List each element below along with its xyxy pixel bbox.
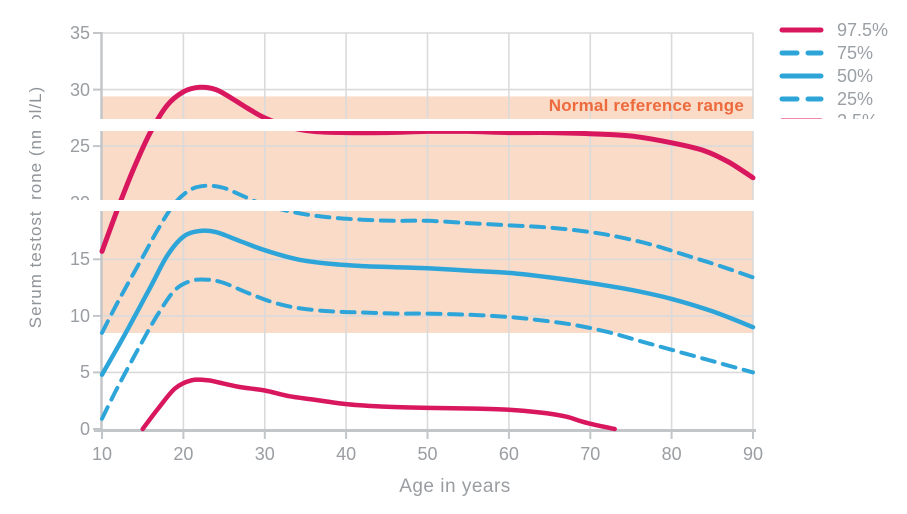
series-line-2.5% xyxy=(140,377,617,432)
x-tick-label: 60 xyxy=(498,444,519,464)
x-tick-label: 50 xyxy=(417,444,438,464)
legend-swatch xyxy=(779,27,824,33)
white-stripe-artifact xyxy=(0,200,907,211)
y-tick-label: 5 xyxy=(79,362,90,383)
legend-label: 25% xyxy=(837,88,874,109)
legend-label: 97.5% xyxy=(837,19,889,40)
legend-swatch xyxy=(779,96,824,102)
x-axis-title: Age in years xyxy=(399,476,511,497)
x-tick-label: 80 xyxy=(661,444,682,464)
legend-item-25%: 25% xyxy=(779,88,873,110)
legend-swatch xyxy=(779,50,824,56)
y-tick-label: 30 xyxy=(69,79,90,100)
normal-reference-range-label: Normal reference range xyxy=(548,96,744,115)
x-tick-label: 90 xyxy=(742,444,764,464)
y-tick-label: 35 xyxy=(69,23,90,43)
legend-label: 50% xyxy=(837,65,874,86)
legend-item-50%: 50% xyxy=(779,65,873,87)
legend-swatch xyxy=(779,73,824,79)
y-tick-label: 0 xyxy=(79,419,90,439)
x-tick-label: 40 xyxy=(336,444,357,464)
legend-label: 75% xyxy=(837,42,874,63)
legend-item-75%: 75% xyxy=(779,42,873,64)
series-line-97.5% xyxy=(99,84,756,254)
series-line-50% xyxy=(99,228,756,377)
x-tick-label: 70 xyxy=(580,444,601,464)
x-tick-label: 10 xyxy=(91,444,113,464)
y-tick-label: 15 xyxy=(69,249,90,270)
legend-item-97.5%: 97.5% xyxy=(779,19,888,41)
white-stripe-artifact xyxy=(0,119,907,131)
x-tick-label: 20 xyxy=(173,444,194,464)
x-tick-label: 30 xyxy=(254,444,275,464)
series-line-75% xyxy=(100,183,755,335)
y-tick-label: 25 xyxy=(69,136,90,157)
y-tick-label: 10 xyxy=(69,305,90,326)
series-line-25% xyxy=(100,277,755,421)
